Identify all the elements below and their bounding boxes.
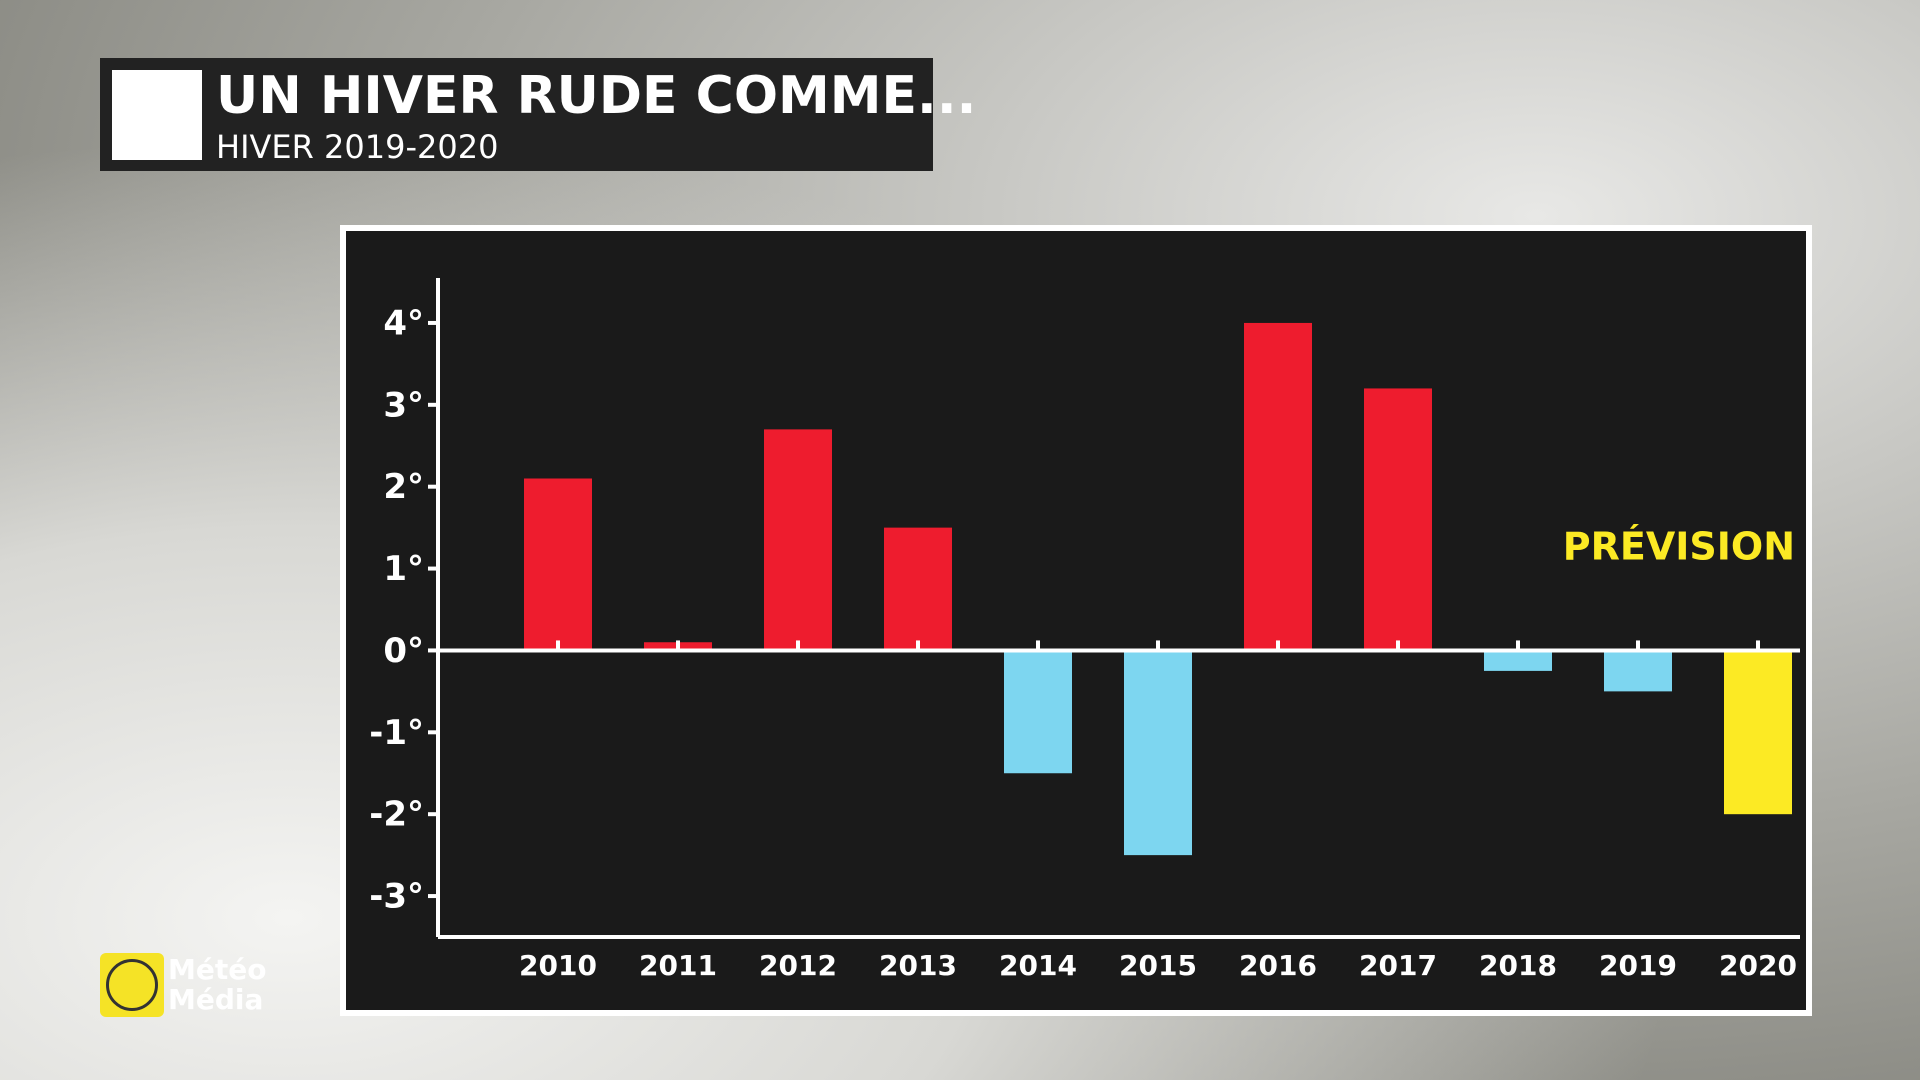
- bar: [1244, 322, 1312, 651]
- x-tick-label: 2018: [1479, 949, 1557, 982]
- bar: [524, 478, 592, 651]
- bar: [1004, 650, 1072, 774]
- x-tick-label: 2011: [639, 949, 717, 982]
- annotation: PRÉVISION: [1563, 525, 1795, 569]
- bar: [1724, 650, 1792, 815]
- brand-logo: [100, 953, 164, 1017]
- y-tick-label: 2°: [383, 467, 424, 507]
- x-tick-label: 2016: [1239, 949, 1317, 982]
- brand-text: Météo: [168, 953, 267, 986]
- x-tick-label: 2013: [879, 949, 957, 982]
- x-tick-label: 2014: [999, 949, 1077, 982]
- y-tick-label: 0°: [383, 631, 424, 671]
- y-tick-label: 3°: [383, 385, 424, 425]
- bar: [1484, 650, 1552, 671]
- x-tick-label: 2010: [519, 949, 597, 982]
- title: UN HIVER RUDE COMME...: [216, 66, 977, 126]
- title-box: UN HIVER RUDE COMME... HIVER 2019-2020: [100, 58, 976, 171]
- bar: [1604, 650, 1672, 692]
- y-tick-label: 4°: [383, 303, 424, 343]
- subtitle: HIVER 2019-2020: [216, 128, 499, 166]
- x-tick-label: 2017: [1359, 949, 1437, 982]
- brand-text: Média: [168, 983, 264, 1016]
- x-tick-label: 2019: [1599, 949, 1677, 982]
- x-tick-label: 2012: [759, 949, 837, 982]
- bar: [1364, 388, 1432, 651]
- brand: Météo Média: [100, 953, 270, 1020]
- y-tick-label: -3°: [369, 877, 424, 917]
- bar: [764, 429, 832, 651]
- y-tick-label: 1°: [383, 549, 424, 589]
- bar: [884, 527, 952, 651]
- bar: [1124, 650, 1192, 856]
- x-tick-label: 2015: [1119, 949, 1197, 982]
- y-tick-label: -2°: [369, 795, 424, 835]
- x-tick-label: 2020: [1719, 949, 1797, 982]
- logo-icon: [112, 70, 202, 160]
- y-tick-label: -1°: [369, 713, 424, 753]
